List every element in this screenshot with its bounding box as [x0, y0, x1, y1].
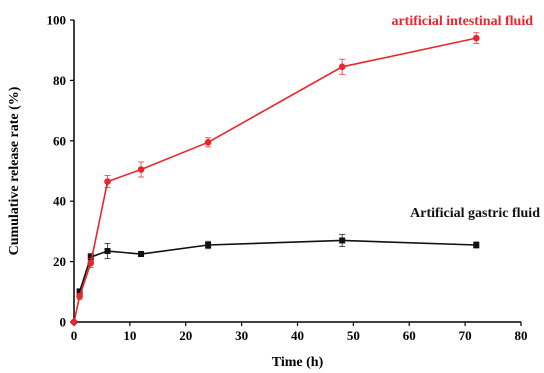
- series-intestinal: [70, 32, 480, 326]
- y-tick-label: 80: [53, 73, 66, 88]
- y-tick-label: 60: [53, 133, 66, 148]
- y-tick-label: 40: [53, 194, 66, 209]
- series-layer: [70, 32, 480, 326]
- data-point: [76, 293, 83, 300]
- series-label-intestinal: artificial intestinal fluid: [391, 14, 533, 29]
- x-tick-label: 30: [235, 328, 248, 343]
- x-tick-label: 10: [123, 328, 136, 343]
- y-axis-title: Cumulative release rate (%): [7, 86, 22, 255]
- y-tick-label: 100: [47, 13, 67, 28]
- x-tick-label: 60: [403, 328, 416, 343]
- data-point: [473, 34, 480, 42]
- data-point: [70, 318, 78, 326]
- x-tick-label: 50: [347, 328, 360, 343]
- series-gastric: [76, 233, 480, 296]
- x-tick-label: 20: [179, 328, 192, 343]
- data-point: [76, 288, 83, 295]
- series-line: [78, 239, 477, 293]
- y-tick-label: 20: [53, 254, 66, 269]
- x-axis-title: Time (h): [272, 355, 324, 370]
- data-point: [104, 248, 111, 255]
- series-label-gastric: Artificial gastric fluid: [410, 206, 540, 221]
- ticks: 0 10 20 30 40 50 60 70 80 0 20 40 60 80 100: [47, 13, 528, 344]
- x-tick-label: 0: [71, 328, 78, 343]
- x-tick-label: 40: [291, 328, 304, 343]
- x-tick-label: 70: [459, 328, 472, 343]
- series-line: [73, 37, 477, 323]
- data-point: [138, 251, 145, 258]
- data-point: [87, 259, 95, 267]
- data-point: [339, 237, 346, 244]
- data-point: [87, 254, 94, 261]
- x-tick-label: 80: [515, 328, 528, 343]
- data-point: [137, 166, 145, 173]
- data-point: [104, 178, 111, 185]
- data-point: [205, 241, 212, 248]
- data-point: [338, 63, 346, 71]
- data-point: [204, 139, 212, 146]
- y-tick-label: 0: [60, 315, 67, 330]
- data-point: [473, 241, 480, 248]
